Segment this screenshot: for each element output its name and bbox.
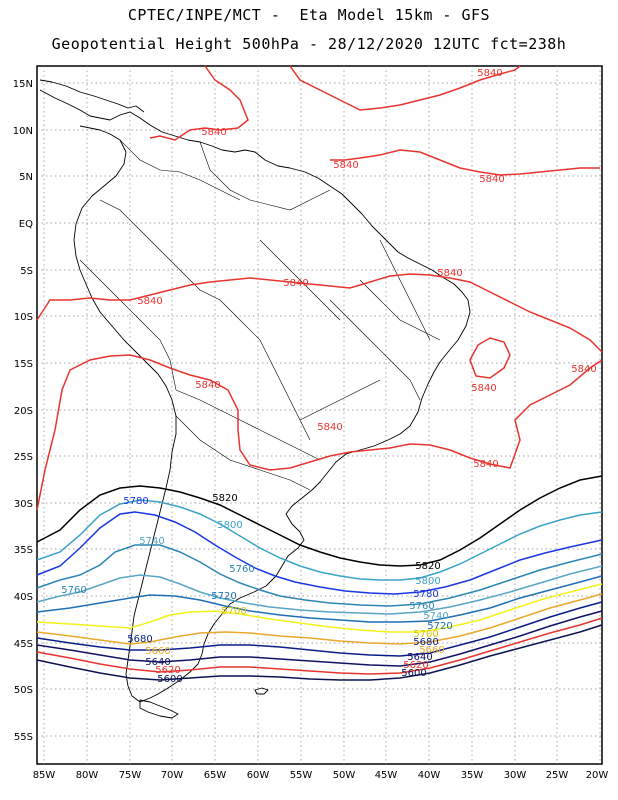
contour-label: 5660 [419,645,444,656]
contour-label: 5840 [283,278,308,289]
lon-label: 45W [375,770,398,781]
contour-label: 5700 [413,629,438,640]
contour-label: 5840 [473,459,498,470]
lon-label: 80W [76,770,99,781]
contour-5840-south [36,273,603,353]
lat-label: 50S [14,685,33,696]
tierra-del-fuego [139,699,179,719]
south-america-coastline [39,89,471,703]
contour-label: 5840 [471,383,496,394]
lon-label: 85W [33,770,56,781]
latitude-labels: 15N 10N 5N EQ 5S 10S 15S 20S 25S 30S 35S… [13,79,33,743]
lat-label: 15S [14,359,33,370]
lon-label: 55W [290,770,313,781]
contour-5600 [36,624,603,681]
contour-5700 [36,583,603,633]
contour-label: 5680 [127,634,152,645]
coastlines [39,79,471,719]
contour-label: 5620 [155,665,180,676]
lat-label: 25S [14,452,33,463]
contour-5640 [36,610,603,667]
contour-5740 [36,565,603,615]
contour-label: 5840 [479,174,504,185]
contour-5820 [36,475,603,567]
contour-label: 5840 [333,160,358,171]
contour-5840-closed [469,337,511,379]
contour-label: 5640 [145,657,170,668]
lon-label: 20W [586,770,609,781]
contour-label: 5700 [221,606,246,617]
contour-5680 [36,593,603,645]
lat-label: EQ [19,219,33,230]
lat-label: 55S [14,732,33,743]
lon-label: 70W [161,770,184,781]
contour-label: 5760 [229,564,254,575]
lon-label: 30W [504,770,527,781]
lon-label: 50W [333,770,356,781]
lat-label: 30S [14,499,33,510]
contour-label: 5760 [61,585,86,596]
contour-5760 [36,544,603,607]
contour-5780 [36,511,603,595]
central-america-coastline [39,79,145,113]
lat-label: 5S [20,266,33,277]
contour-label: 5780 [413,589,438,600]
contour-label: 5780 [123,496,148,507]
contour-label: 5620 [403,660,428,671]
contour-label: 5840 [137,296,162,307]
contours [36,65,603,681]
lon-label: 25W [546,770,569,781]
contour-label: 5840 [201,127,226,138]
lon-label: 60W [247,770,270,781]
longitude-labels: 85W 80W 75W 70W 65W 60W 55W 50W 45W 40W … [33,770,609,781]
lon-label: 35W [461,770,484,781]
contour-label: 5840 [477,68,502,79]
lat-label: 10N [13,126,33,137]
contour-5840-inner [36,354,603,511]
lon-label: 75W [119,770,142,781]
contour-label: 5840 [317,422,342,433]
contour-5840-north [149,65,600,176]
lon-label: 65W [204,770,227,781]
contour-5720 [36,575,603,623]
contour-label: 5820 [415,561,440,572]
contour-label: 5720 [427,621,452,632]
falkland-islands [254,687,269,695]
contour-label: 5840 [437,268,462,279]
title-line-2: Geopotential Height 500hPa - 28/12/2020 … [51,35,567,53]
plot-frame [36,65,603,765]
contour-5800 [36,499,603,581]
lat-label: 20S [14,406,33,417]
lon-label: 40W [418,770,441,781]
contour-label: 5720 [211,591,236,602]
contour-label: 5820 [212,493,237,504]
contour-label: 5800 [415,576,440,587]
lat-label: 45S [14,639,33,650]
contour-labels: 5840 5840 5840 5840 5840 5840 5840 5840 … [61,68,596,685]
lat-label: 15N [13,79,33,90]
contour-label: 5600 [401,668,426,679]
lat-label: 5N [19,172,33,183]
contour-label: 5740 [139,536,164,547]
contour-label: 5760 [409,601,434,612]
lat-label: 10S [14,312,33,323]
contour-label: 5740 [423,611,448,622]
contour-label: 5680 [413,637,438,648]
contour-label: 5600 [157,674,182,685]
contour-label: 5660 [145,646,170,657]
lat-label: 35S [14,545,33,556]
contour-label: 5840 [571,364,596,375]
country-borders [79,139,441,491]
lat-label: 40S [14,592,33,603]
contour-5620 [36,617,603,675]
contour-label: 5840 [195,380,220,391]
contour-label: 5640 [407,652,432,663]
contour-5660 [36,601,603,657]
title-line-1: CPTEC/INPE/MCT - Eta Model 15km - GFS [127,6,491,24]
contour-label: 5800 [217,520,242,531]
